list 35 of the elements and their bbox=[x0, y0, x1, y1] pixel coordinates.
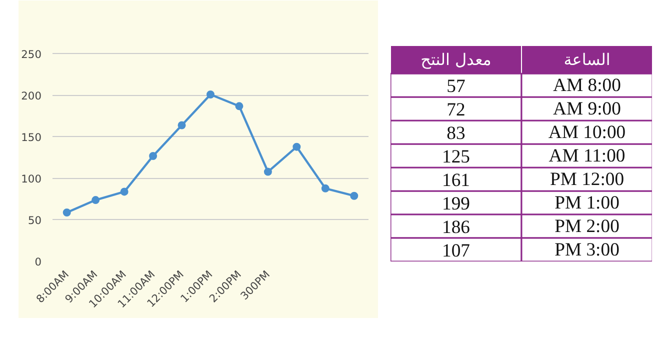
point bbox=[321, 184, 330, 192]
data-label: 186 bbox=[442, 216, 470, 238]
data-label: 107 bbox=[442, 240, 470, 262]
category-label: PM 12:00 bbox=[550, 168, 624, 190]
point bbox=[62, 208, 71, 216]
category-label: PM 3:00 bbox=[554, 239, 620, 260]
y-tick-label: 150 bbox=[21, 130, 42, 144]
text: معدل النتح bbox=[420, 50, 492, 70]
category-label: AM 8:00 bbox=[553, 74, 621, 96]
point bbox=[120, 188, 128, 196]
y-tick-label: 0 bbox=[34, 256, 42, 268]
point bbox=[92, 196, 100, 204]
data-label: 72 bbox=[446, 99, 466, 120]
point bbox=[206, 90, 214, 99]
category-label: AM 9:00 bbox=[553, 98, 621, 120]
data-label: 161 bbox=[442, 170, 470, 191]
category-label: PM 2:00 bbox=[554, 216, 620, 237]
y-tick-label: 100 bbox=[21, 172, 42, 186]
text: الساعة bbox=[564, 50, 610, 70]
data-label: 199 bbox=[442, 193, 470, 214]
data-label: 57 bbox=[446, 76, 466, 97]
category-label: AM 10:00 bbox=[548, 122, 626, 143]
point bbox=[264, 168, 272, 176]
category-label: AM 11:00 bbox=[548, 145, 626, 166]
y-tick-label: 250 bbox=[21, 48, 42, 61]
y-tick-label: 200 bbox=[21, 89, 42, 102]
data-label: 83 bbox=[446, 122, 466, 144]
point bbox=[178, 121, 186, 130]
category-label: PM 1:00 bbox=[554, 192, 620, 214]
point bbox=[292, 142, 301, 151]
point bbox=[235, 102, 244, 110]
y-tick-label: 50 bbox=[28, 214, 42, 227]
point bbox=[350, 192, 358, 200]
point bbox=[149, 152, 158, 160]
data-label: 125 bbox=[442, 146, 470, 168]
